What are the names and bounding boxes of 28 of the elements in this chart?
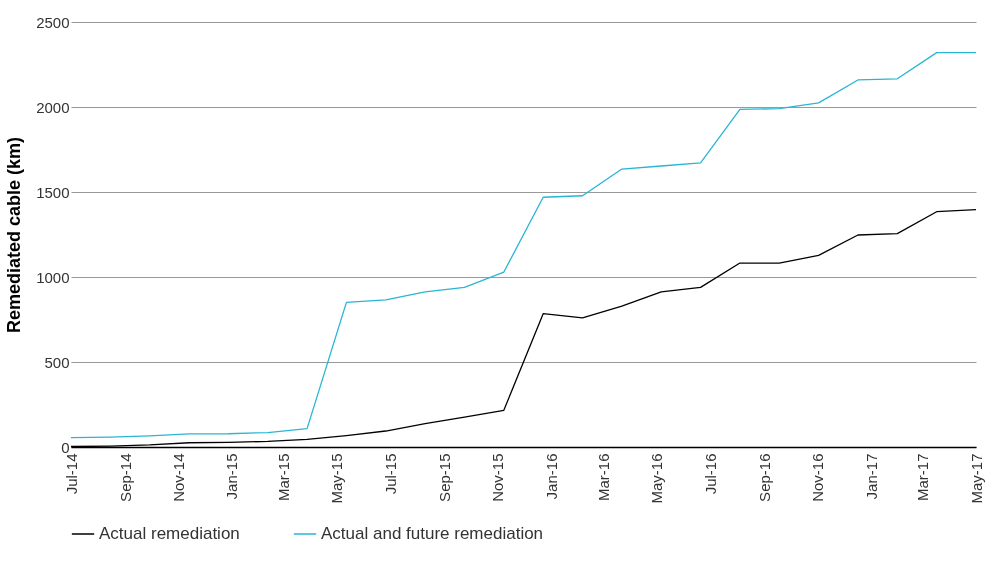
x-tick-label: Jul-15 <box>381 453 399 495</box>
x-tick-label: Mar-15 <box>274 453 292 502</box>
line-series <box>70 51 977 439</box>
y-tick-label: 500 <box>44 353 70 371</box>
x-tick-label: Nov-14 <box>170 453 188 502</box>
x-tick-label: Jan-16 <box>542 453 560 500</box>
x-tick-label: May-17 <box>967 453 985 504</box>
x-tick-label: Mar-17 <box>914 453 932 502</box>
y-tick-label: 1000 <box>36 268 70 286</box>
x-tick-label: May-15 <box>328 453 346 504</box>
y-axis-title: Remediated cable (km) <box>4 136 25 334</box>
y-tick-label: 0 <box>61 438 70 456</box>
x-tick-label: May-16 <box>648 453 666 504</box>
y-tick-label: 2500 <box>36 13 70 31</box>
x-tick-label: Mar-16 <box>595 453 613 502</box>
x-tick-label: Jan-15 <box>223 453 241 500</box>
y-tick-label: 1500 <box>36 183 70 201</box>
x-tick-label: Sep-15 <box>435 453 453 502</box>
x-tick-label: Jan-17 <box>862 453 880 500</box>
y-tick-label: 2000 <box>36 98 70 116</box>
legend-label: Actual and future remediation <box>321 524 544 543</box>
legend-label: Actual remediation <box>99 524 240 543</box>
x-tick-label: Sep-16 <box>755 453 773 502</box>
x-tick-label: Nov-16 <box>809 453 827 502</box>
x-tick-label: Nov-15 <box>489 453 507 502</box>
x-tick-label: Jul-16 <box>701 453 719 495</box>
x-tick-label: Sep-14 <box>116 453 134 502</box>
x-tick-label: Jul-14 <box>62 453 80 495</box>
